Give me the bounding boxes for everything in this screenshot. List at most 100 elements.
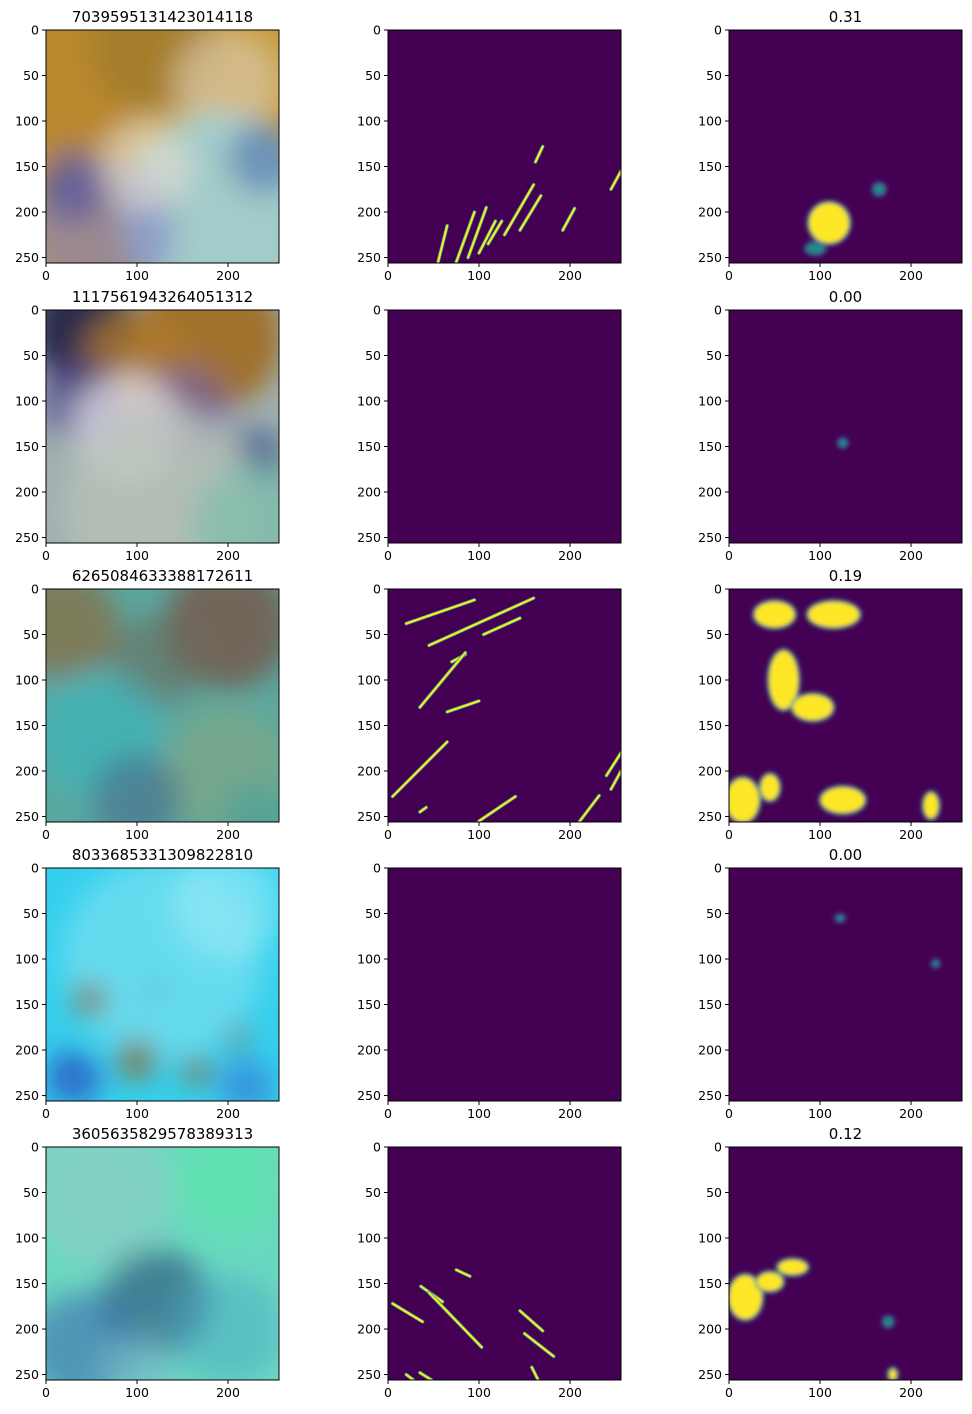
y-tick-label: 0 [373,23,381,38]
contrail-mask [405,1373,415,1380]
x-tick-label: 200 [216,1106,240,1121]
y-tick-label: 150 [15,159,39,174]
y-tick-label: 200 [357,764,381,779]
y-tick-label: 100 [357,673,381,688]
y-tick-label: 250 [698,809,722,824]
image-texture [100,121,192,213]
image-texture [228,121,279,194]
prediction-blob [808,601,860,628]
axes-frame [387,1146,622,1381]
y-tick-label: 150 [15,718,39,733]
x-tick-label: 0 [42,1106,50,1121]
prediction-score-title: 0.19 [829,567,862,585]
y-tick-label: 0 [373,861,381,876]
y-tick-label: 50 [365,1185,381,1200]
x-tick-label: 200 [216,268,240,283]
contrail-mask [487,220,503,245]
image-panel: 0 100 200 0 50 100 150 200 250 803368533130982281… [15,846,280,1121]
y-tick-label: 250 [698,1088,722,1103]
y-tick-label: 250 [15,1367,39,1382]
y-tick-label: 50 [365,906,381,921]
contrail-mask [482,617,522,636]
x-tick-label: 100 [808,548,832,563]
y-tick-label: 150 [698,997,722,1012]
contrail-mask [391,1302,424,1323]
prediction-score-title: 0.31 [829,8,862,26]
image-texture [173,30,279,140]
mask-image [388,30,621,263]
prediction-image [729,589,962,822]
x-tick-label: 0 [384,827,392,842]
x-tick-label: 200 [899,268,923,283]
false-color-image [46,1147,279,1380]
x-tick-label: 0 [384,1106,392,1121]
x-tick-label: 100 [467,1106,491,1121]
image-texture [46,1050,101,1101]
y-tick-label: 0 [714,1140,722,1155]
y-tick-label: 250 [15,530,39,545]
contrail-mask [477,220,497,255]
false-color-image [46,589,279,822]
y-tick-label: 100 [15,114,39,129]
x-tick-label: 100 [808,1106,832,1121]
y-tick-label: 0 [31,861,39,876]
x-tick-label: 100 [125,827,149,842]
axes-frame [387,29,622,264]
axes-frame [728,588,963,823]
image-texture [116,1039,158,1080]
prediction-panel: 0 100 200 0 50 100 150 200 250 0.00 [698,288,963,563]
image-texture [149,985,161,997]
y-tick-label: 150 [357,159,381,174]
image-texture [173,868,279,959]
y-tick-label: 150 [357,718,381,733]
prediction-image [729,310,962,543]
axes-frame [728,867,963,1102]
x-tick-label: 200 [558,1385,582,1400]
x-tick-label: 100 [808,268,832,283]
prediction-image [729,30,962,263]
y-tick-label: 200 [698,1043,722,1058]
y-tick-label: 50 [706,627,722,642]
y-tick-label: 100 [357,1231,381,1246]
image-texture [173,1274,279,1380]
y-tick-label: 150 [698,439,722,454]
x-tick-label: 100 [125,1385,149,1400]
y-tick-label: 150 [698,159,722,174]
contrail-mask [446,699,481,713]
y-tick-label: 100 [698,114,722,129]
contrail-mask [436,224,449,263]
x-tick-label: 0 [725,268,733,283]
y-tick-label: 200 [357,485,381,500]
y-tick-label: 250 [698,250,722,265]
image-texture [218,780,279,822]
y-tick-label: 150 [698,1276,722,1291]
image-panel: 0 100 200 0 50 100 150 200 250 360563582957838931… [15,1125,280,1400]
x-tick-label: 100 [125,548,149,563]
x-tick-label: 100 [125,1106,149,1121]
axes-frame [728,309,963,544]
prediction-panel: 0 100 200 0 50 100 150 200 250 0.19 [698,567,963,842]
contrail-mask [518,1309,544,1332]
y-tick-label: 50 [365,348,381,363]
y-tick-label: 150 [15,1276,39,1291]
contrail-mask [455,210,476,263]
y-tick-label: 0 [373,1140,381,1155]
prediction-blob [889,1369,897,1380]
image-texture [181,1055,211,1085]
x-tick-label: 100 [808,1385,832,1400]
x-tick-label: 100 [467,827,491,842]
x-tick-label: 0 [384,548,392,563]
y-tick-label: 250 [15,809,39,824]
x-tick-label: 100 [808,827,832,842]
y-tick-label: 100 [15,394,39,409]
contrail-mask [609,169,621,191]
x-tick-label: 200 [899,548,923,563]
y-tick-label: 250 [698,1367,722,1382]
y-tick-label: 0 [31,582,39,597]
mask-background [388,1147,621,1380]
contrail-mask [578,794,601,822]
y-tick-label: 50 [706,348,722,363]
contrail-mask [605,751,621,777]
x-tick-label: 200 [558,268,582,283]
